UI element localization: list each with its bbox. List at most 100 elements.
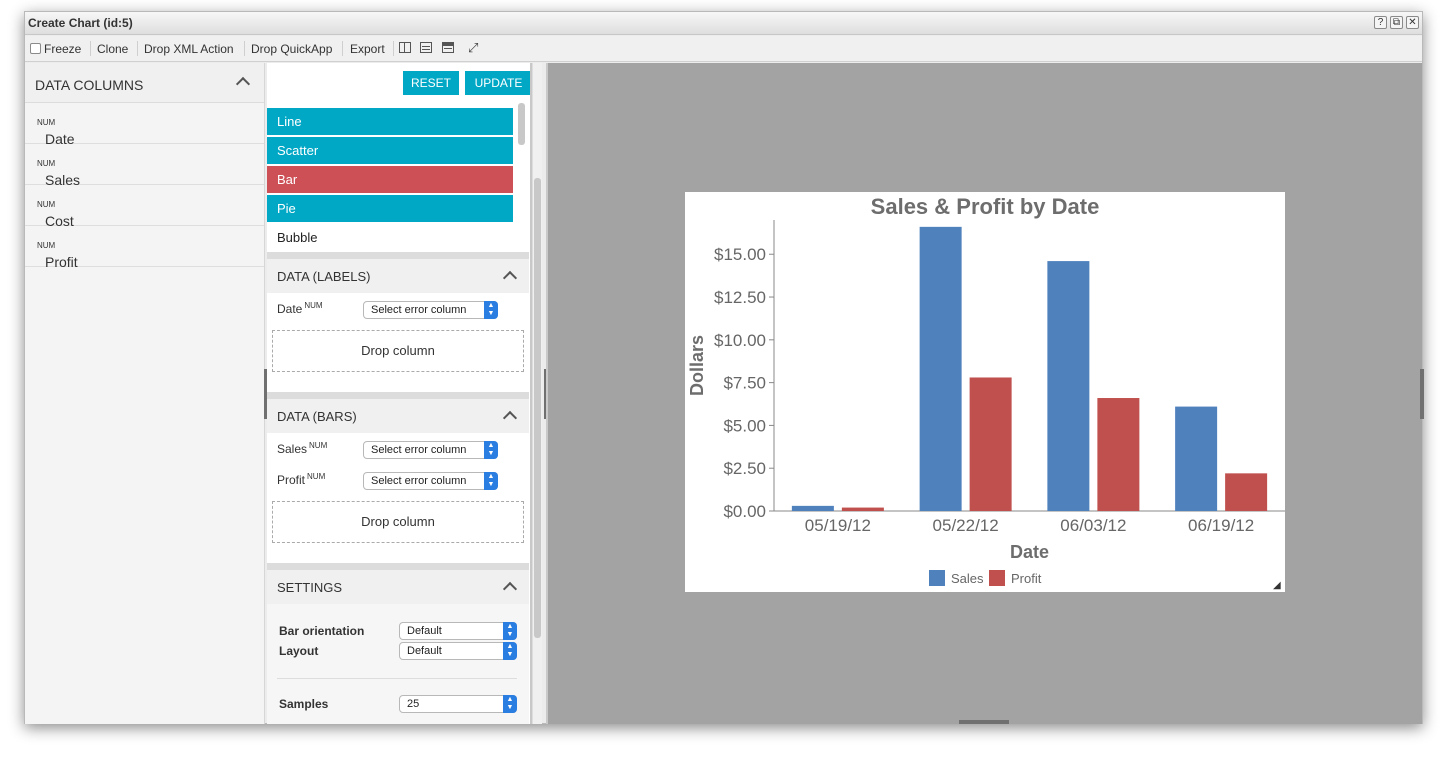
legend-swatch-profit: [989, 570, 1005, 586]
data-labels-header[interactable]: DATA (LABELS): [267, 259, 529, 293]
samples-label: Samples: [279, 697, 329, 711]
maximize-icon[interactable]: ⤢: [468, 40, 479, 55]
settings-body: Bar orientation Default ▲ ▼ Layout Default…: [267, 604, 529, 724]
chart-type-pie[interactable]: Pie: [267, 195, 513, 222]
column-name: Sales: [45, 172, 81, 188]
close-button[interactable]: ✕: [1406, 16, 1419, 29]
x-axis-label: Date: [1010, 542, 1049, 562]
collapse-icon[interactable]: [502, 270, 518, 286]
column-type: NUM: [37, 118, 56, 127]
bar-orientation-select[interactable]: Default ▲ ▼: [399, 622, 517, 640]
y-tick-label: $15.00: [714, 245, 766, 264]
update-button[interactable]: UPDATE: [465, 71, 530, 95]
column-name: Cost: [45, 213, 74, 229]
list-view-icon[interactable]: [420, 42, 432, 53]
toolbar-divider: [244, 41, 245, 56]
column-name: Date: [45, 131, 75, 147]
x-tick-label: 05/19/12: [805, 516, 871, 535]
drop-xml-action-button[interactable]: Drop XML Action: [144, 42, 234, 56]
bar-profit: [841, 507, 884, 511]
panel-divider: [530, 63, 532, 724]
chart-type-scatter[interactable]: Scatter: [267, 137, 513, 164]
layout-label: Layout: [279, 644, 319, 658]
data-bars-title: DATA (BARS): [277, 409, 357, 424]
samples-select[interactable]: 25 ▲ ▼: [399, 695, 517, 713]
table-view-icon[interactable]: [442, 42, 454, 53]
bar-orientation-label: Bar orientation: [279, 624, 365, 638]
chart-container[interactable]: Sales & Profit by Date $0.00 $2.50 $5.00 $7.…: [685, 192, 1285, 592]
chart-title: Sales & Profit by Date: [871, 194, 1100, 219]
settings-divider: [277, 678, 517, 679]
chart-type-bubble[interactable]: Bubble: [267, 224, 513, 251]
bottom-splitter[interactable]: [959, 720, 1009, 724]
bar-sales: [1175, 406, 1218, 511]
right-splitter[interactable]: [1420, 369, 1424, 419]
config-panel: RESET UPDATE Line Scatter Bar Pie Bubble…: [267, 63, 530, 724]
clone-button[interactable]: Clone: [97, 42, 129, 56]
error-column-select[interactable]: Select error column ▲ ▼: [363, 441, 498, 459]
label-field: Date NUM: [277, 301, 323, 316]
title-bar[interactable]: Create Chart (id:5) ? ⧉ ✕: [25, 12, 1422, 35]
data-column-item[interactable]: Cost NUM: [25, 185, 264, 229]
data-column-item[interactable]: Sales NUM: [25, 144, 264, 188]
left-splitter[interactable]: [264, 369, 268, 419]
x-tick-label: 06/03/12: [1060, 516, 1126, 535]
toolbar-divider: [393, 41, 394, 56]
collapse-icon[interactable]: [502, 410, 518, 426]
bar-profit: [969, 377, 1012, 511]
bar-sales: [919, 226, 962, 512]
data-columns-panel: DATA COLUMNS Date NUM Sales NUM Cost NUM Pr…: [25, 63, 265, 724]
bar-profit: [1097, 398, 1140, 511]
layout-select[interactable]: Default ▲ ▼: [399, 642, 517, 660]
data-columns-title: DATA COLUMNS: [35, 77, 144, 93]
data-columns-header[interactable]: DATA COLUMNS: [25, 63, 264, 103]
y-axis-label: Dollars: [687, 335, 707, 396]
error-column-select[interactable]: Select error column ▲ ▼: [363, 472, 498, 490]
data-labels-title: DATA (LABELS): [277, 269, 371, 284]
data-labels-section: DATA (LABELS) Date NUM Select error colum…: [267, 252, 529, 392]
drop-quickapp-button[interactable]: Drop QuickApp: [251, 42, 333, 56]
collapse-icon[interactable]: [502, 581, 518, 597]
split-columns-icon[interactable]: [399, 42, 411, 53]
config-scrollbar[interactable]: [532, 63, 542, 724]
data-bars-section: DATA (BARS) Sales NUM Select error column…: [267, 392, 529, 564]
error-column-select[interactable]: Select error column ▲ ▼: [363, 301, 498, 319]
resize-handle-icon: ◢: [1273, 580, 1281, 591]
chart-type-line[interactable]: Line: [267, 108, 513, 135]
y-tick-label: $7.50: [723, 374, 766, 393]
legend-label-profit: Profit: [1011, 571, 1042, 586]
y-tick-label: $0.00: [723, 502, 766, 521]
help-button[interactable]: ?: [1374, 16, 1387, 29]
x-tick-label: 05/22/12: [933, 516, 999, 535]
export-button[interactable]: Export: [350, 42, 385, 56]
restore-button[interactable]: ⧉: [1390, 16, 1403, 29]
column-name: Profit: [45, 254, 78, 270]
freeze-toggle[interactable]: Freeze: [30, 42, 81, 56]
toolbar: Freeze Clone Drop XML Action Drop QuickA…: [25, 36, 1422, 62]
data-column-item[interactable]: Date NUM: [25, 103, 264, 147]
settings-section: SETTINGS Bar orientation Default ▲ ▼ Layou…: [267, 563, 529, 724]
data-column-item[interactable]: Profit NUM: [25, 226, 264, 270]
bar-field-sales: Sales NUM: [277, 441, 328, 456]
freeze-label: Freeze: [44, 42, 82, 56]
drop-column-zone[interactable]: Drop column: [272, 501, 524, 543]
settings-title: SETTINGS: [277, 580, 343, 595]
freeze-checkbox[interactable]: [30, 43, 41, 54]
y-tick-label: $5.00: [723, 416, 766, 435]
y-tick-label: $2.50: [723, 459, 766, 478]
toolbar-divider: [137, 41, 138, 56]
settings-header[interactable]: SETTINGS: [267, 570, 529, 604]
config-scroll-thumb[interactable]: [534, 178, 541, 638]
bar-profit: [1225, 473, 1268, 511]
chart-type-bar[interactable]: Bar: [267, 166, 513, 193]
bar-sales: [791, 505, 834, 511]
chart-window: Create Chart (id:5) ? ⧉ ✕ Freeze Clone D…: [24, 11, 1424, 724]
data-bars-header[interactable]: DATA (BARS): [267, 399, 529, 433]
reset-button[interactable]: RESET: [403, 71, 459, 95]
collapse-icon[interactable]: [235, 76, 251, 92]
legend-label-sales: Sales: [951, 571, 984, 586]
chart-type-scrollbar[interactable]: [518, 103, 525, 145]
y-tick-label: $10.00: [714, 331, 766, 350]
drop-column-zone[interactable]: Drop column: [272, 330, 524, 372]
bar-field-profit: Profit NUM: [277, 472, 326, 487]
